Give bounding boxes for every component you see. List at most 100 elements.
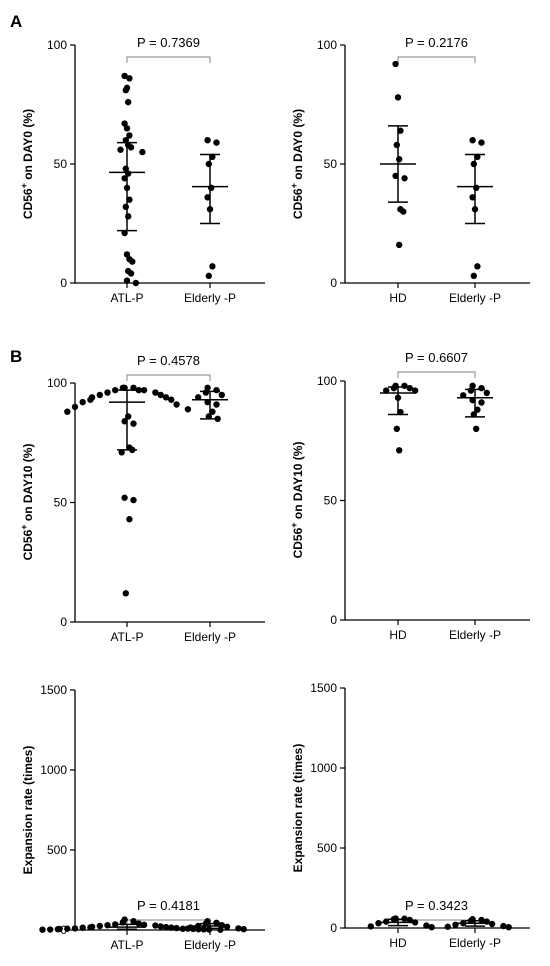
x-category-label: HD — [389, 628, 407, 642]
data-point — [87, 396, 94, 403]
data-point — [104, 389, 111, 396]
data-point — [121, 120, 128, 127]
data-point — [64, 408, 71, 415]
y-tick-label: 1500 — [310, 681, 337, 695]
data-point — [135, 920, 142, 927]
data-point — [204, 137, 211, 144]
y-axis-label: CD56+ on DAY10 (%) — [19, 444, 35, 561]
data-point — [469, 396, 476, 404]
data-point — [119, 384, 127, 391]
data-point — [488, 920, 496, 928]
data-point — [500, 922, 507, 930]
x-category-label: Elderly -P — [449, 936, 501, 950]
data-point — [71, 403, 79, 411]
y-tick-label: 50 — [324, 494, 338, 508]
data-point — [122, 590, 129, 597]
data-point — [478, 399, 485, 406]
data-point — [474, 406, 481, 413]
data-point — [235, 925, 242, 932]
x-category-label: Elderly -P — [184, 630, 236, 644]
data-point — [79, 398, 86, 406]
y-axis-label: CD56+ on DAY10 (%) — [289, 442, 305, 559]
chart-5: 0 500 1000 1500 ATL-P Elderly -P Expansion rat… — [21, 683, 265, 952]
data-point — [209, 153, 216, 161]
data-point — [173, 924, 180, 932]
y-tick-label: 50 — [54, 496, 68, 510]
data-point — [117, 146, 124, 153]
data-point — [218, 922, 225, 929]
data-point — [396, 156, 403, 163]
data-point — [474, 153, 481, 161]
data-point — [127, 270, 135, 277]
y-tick-label: 500 — [47, 843, 67, 857]
data-point — [122, 203, 129, 211]
chart-2: 0 50 100 HD Elderly -P CD56+ on DAY0 (%) P = 0… — [289, 35, 530, 305]
p-value-label: P = 0.6607 — [405, 350, 468, 365]
p-value-label: P = 0.7369 — [137, 35, 200, 50]
data-point — [79, 924, 86, 931]
chart-4: 0 50 100 HD Elderly -P CD56+ on DAY10 (%) P = … — [289, 350, 530, 642]
data-point — [152, 389, 159, 396]
data-point — [396, 447, 403, 454]
data-point — [473, 184, 480, 191]
data-point — [467, 387, 475, 394]
data-point — [218, 391, 225, 399]
chart-1: 0 50 100 ATL-P Elderly -P CD56+ on DAY0 (%) P … — [19, 35, 265, 305]
data-point — [168, 396, 175, 403]
charts-container: 0 50 100 ATL-P Elderly -P CD56+ on DAY0 (%) P … — [19, 35, 530, 952]
data-point — [505, 924, 512, 931]
data-point — [121, 418, 128, 425]
data-point — [195, 394, 202, 401]
data-point — [483, 389, 490, 397]
y-axis-label: CD56+ on DAY0 (%) — [19, 109, 35, 219]
data-point — [392, 172, 399, 180]
data-point — [125, 98, 132, 106]
panel-label-a: A — [10, 12, 22, 31]
data-point — [213, 139, 220, 146]
data-point — [125, 213, 132, 220]
data-point — [123, 251, 131, 258]
data-point — [406, 384, 413, 392]
data-point — [162, 394, 170, 401]
y-tick-label: 100 — [47, 376, 67, 390]
data-point — [400, 208, 407, 215]
y-tick-label: 0 — [60, 276, 67, 290]
data-point — [390, 384, 398, 392]
data-point — [213, 919, 220, 926]
significance-bracket — [397, 56, 476, 63]
data-point — [470, 160, 477, 168]
p-value-label: P = 0.4578 — [137, 353, 200, 368]
data-point — [396, 241, 403, 249]
significance-bracket — [126, 374, 211, 381]
chart-3: 0 50 100 ATL-P Elderly -P CD56+ on DAY10 (%) P… — [19, 353, 265, 644]
data-point — [126, 196, 133, 203]
y-tick-label: 50 — [324, 157, 338, 171]
y-tick-label: 50 — [54, 157, 68, 171]
data-point — [367, 923, 374, 930]
data-point — [223, 923, 231, 930]
data-point — [157, 391, 164, 399]
chart-6: 0 500 1000 1500 HD Elderly -P Expansion rate (… — [291, 681, 530, 950]
data-point — [406, 916, 413, 924]
data-point — [478, 916, 485, 924]
data-point — [444, 923, 451, 930]
data-point — [383, 918, 390, 925]
data-point — [139, 148, 146, 156]
y-axis-label: Expansion rate (times) — [291, 744, 305, 873]
y-tick-label: 0 — [60, 615, 67, 629]
panel-label-b: B — [10, 347, 22, 366]
data-point — [126, 516, 133, 523]
data-point — [393, 141, 400, 149]
p-value-label: P = 0.4181 — [137, 898, 200, 913]
significance-bracket — [397, 371, 476, 378]
data-point — [130, 918, 137, 925]
data-point — [130, 420, 137, 427]
data-point — [71, 925, 79, 932]
data-point — [383, 387, 390, 394]
data-point — [162, 923, 170, 931]
p-value-label: P = 0.3423 — [405, 898, 468, 913]
data-point — [397, 127, 404, 134]
data-point — [112, 386, 119, 394]
data-point — [213, 401, 220, 408]
data-point — [152, 922, 159, 929]
